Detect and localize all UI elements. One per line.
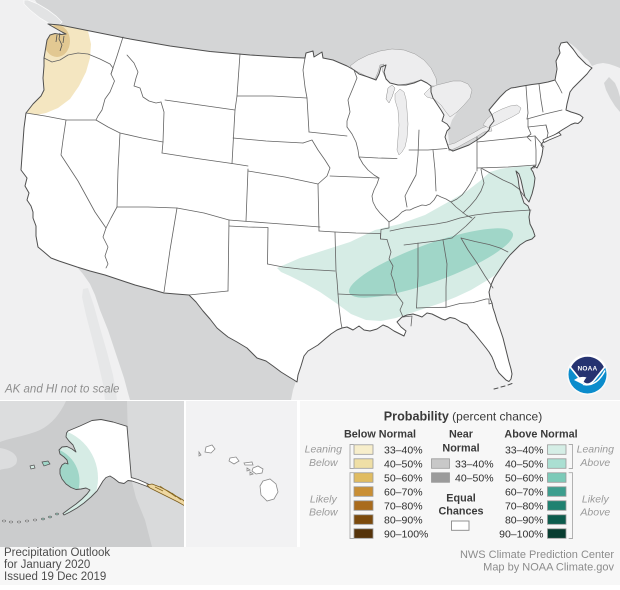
svg-text:50–60%: 50–60%: [384, 473, 423, 485]
svg-text:Equal: Equal: [446, 493, 475, 505]
svg-text:90–100%: 90–100%: [499, 529, 543, 541]
svg-text:33–40%: 33–40%: [384, 445, 423, 457]
svg-text:70–80%: 70–80%: [505, 501, 544, 513]
svg-text:Above: Above: [579, 457, 610, 469]
svg-text:80–90%: 80–90%: [505, 515, 544, 527]
svg-text:50–60%: 50–60%: [505, 473, 544, 485]
svg-text:70–80%: 70–80%: [384, 501, 423, 513]
svg-text:Below Normal: Below Normal: [344, 429, 416, 441]
svg-text:40–50%: 40–50%: [505, 459, 544, 471]
svg-text:Leaning: Leaning: [577, 444, 615, 456]
svg-text:Likely: Likely: [310, 494, 338, 506]
svg-text:Leaning: Leaning: [305, 444, 343, 456]
svg-text:60–70%: 60–70%: [505, 487, 544, 499]
svg-text:33–40%: 33–40%: [505, 445, 544, 457]
svg-text:Normal: Normal: [442, 443, 479, 455]
svg-text:40–50%: 40–50%: [455, 473, 494, 485]
svg-text:Map by NOAA Climate.gov: Map by NOAA Climate.gov: [483, 562, 614, 574]
svg-text:NOAA: NOAA: [578, 366, 598, 373]
svg-text:Precipitation Outlook: Precipitation Outlook: [4, 547, 110, 559]
svg-text:NWS Climate Prediction Center: NWS Climate Prediction Center: [460, 549, 614, 561]
svg-text:Issued 19 Dec 2019: Issued 19 Dec 2019: [4, 571, 106, 583]
svg-text:40–50%: 40–50%: [384, 459, 423, 471]
svg-text:Near: Near: [449, 429, 474, 441]
svg-text:80–90%: 80–90%: [384, 515, 423, 527]
svg-text:Above Normal: Above Normal: [504, 429, 577, 441]
svg-text:Likely: Likely: [582, 494, 610, 506]
svg-text:Chances: Chances: [438, 506, 483, 518]
svg-text:60–70%: 60–70%: [384, 487, 423, 499]
svg-text:for January 2020: for January 2020: [4, 559, 90, 571]
svg-text:90–100%: 90–100%: [384, 529, 428, 541]
svg-text:33–40%: 33–40%: [455, 459, 494, 471]
svg-text:Below: Below: [309, 457, 339, 469]
svg-text:Above: Above: [579, 507, 610, 519]
svg-text:Below: Below: [309, 507, 339, 519]
svg-text:AK and HI not to scale: AK and HI not to scale: [4, 384, 119, 396]
svg-text:Probability (percent chance): Probability (percent chance): [384, 410, 542, 424]
